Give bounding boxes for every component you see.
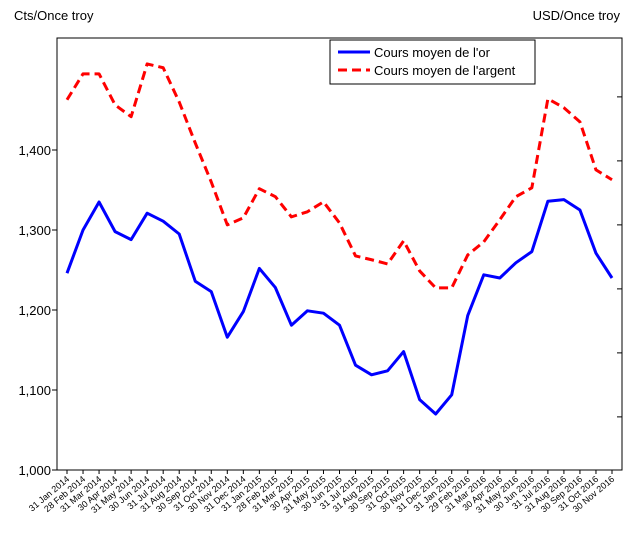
legend: Cours moyen de l'or Cours moyen de l'arge… [329,39,536,85]
y-tick-label: 1,400 [18,143,51,158]
y-tick-label: 1,300 [18,223,51,238]
plot-frame [56,37,623,471]
legend-label: Cours moyen de l'argent [374,63,516,78]
series-line [65,198,614,416]
legend-label: Cours moyen de l'or [374,45,491,60]
y-tick-label: 1,000 [18,463,51,478]
y2-axis-label: USD/Once troy [533,8,621,23]
legend-box [329,39,536,85]
y-axis-label: Cts/Once troy [14,8,94,23]
y-tick-label: 1,100 [18,383,51,398]
series-line [65,62,613,290]
y-tick-label: 1,200 [18,303,51,318]
